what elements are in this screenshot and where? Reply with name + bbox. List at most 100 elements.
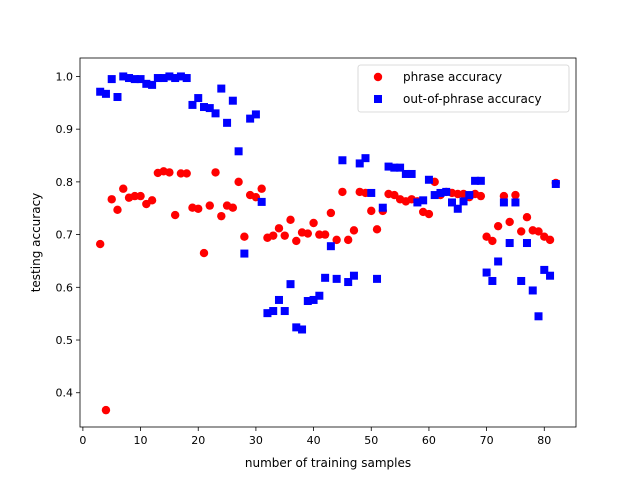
square-point [280, 307, 289, 316]
y-tick-label: 1.0 [56, 70, 74, 83]
x-tick-label: 60 [422, 434, 436, 447]
circle-point [182, 169, 191, 178]
square-point [321, 273, 330, 282]
y-tick-label: 0.4 [56, 387, 74, 400]
circle-point [234, 177, 243, 187]
data-marks [95, 72, 561, 415]
square-point [153, 74, 162, 83]
circle-point [505, 217, 514, 227]
square-point [436, 188, 445, 197]
square-point [349, 271, 358, 280]
square-point [494, 257, 503, 266]
x-tick-label: 10 [134, 434, 148, 447]
square-point [176, 72, 185, 81]
square-point [384, 162, 393, 171]
y-tick-label: 0.9 [56, 123, 74, 136]
square-point [223, 118, 232, 127]
square-point [101, 89, 110, 98]
circle-point [211, 168, 220, 177]
circle-point [488, 236, 497, 246]
circle-point [119, 184, 128, 193]
square-point [488, 276, 497, 285]
square-point [130, 75, 139, 84]
plot-area-frame [79, 57, 577, 428]
square-point [378, 203, 387, 212]
square-point [205, 104, 214, 113]
square-point [528, 286, 537, 295]
circle-point [453, 189, 462, 199]
circle-point [194, 204, 203, 213]
circle-point [95, 239, 105, 249]
square-point [396, 163, 405, 172]
square-point [159, 74, 168, 83]
square-point [142, 79, 151, 88]
square-point [119, 72, 128, 81]
circle-point [517, 227, 526, 236]
square-point [292, 323, 301, 332]
square-point [274, 295, 283, 304]
circle-point [101, 405, 111, 415]
square-point [228, 96, 237, 105]
square-point [367, 188, 376, 197]
square-point [482, 268, 491, 277]
x-tick-label: 70 [480, 434, 494, 447]
axis-ticks: 0 10 20 30 40 50 60 70 80 0.4 0.5 0.6 0.7 0.8 0.9 1.0 [56, 70, 552, 447]
circle-point [338, 187, 347, 197]
square-point [263, 309, 272, 318]
circle-point [499, 191, 509, 201]
square-point [517, 276, 526, 285]
circle-point [176, 169, 186, 178]
square-point [171, 74, 180, 83]
circle-point [476, 191, 486, 201]
y-tick-label: 0.8 [56, 176, 74, 189]
circle-point [482, 232, 491, 241]
square-point [338, 156, 347, 165]
legend-marker [374, 95, 382, 103]
circle-point [315, 230, 324, 239]
square-point [430, 191, 439, 200]
square-point [188, 100, 197, 109]
circle-point [424, 209, 434, 219]
y-axis-label: testing accuracy [29, 193, 43, 293]
square-point [419, 196, 428, 205]
square-point [200, 103, 208, 112]
circle-point [493, 221, 503, 231]
square-point [407, 169, 416, 178]
circle-point [309, 218, 318, 228]
circle-point [274, 224, 284, 233]
square-point [522, 239, 531, 248]
square-point [424, 175, 433, 184]
square-point [373, 274, 382, 283]
x-tick-label: 80 [537, 434, 551, 447]
circle-point [303, 229, 313, 238]
square-point [269, 307, 278, 316]
square-point [182, 74, 191, 83]
x-tick-label: 20 [191, 434, 205, 447]
square-point [476, 176, 485, 185]
square-point [540, 265, 549, 274]
legend-box [357, 64, 570, 113]
square-point [471, 176, 480, 185]
series-out-of-phrase [96, 72, 560, 334]
circle-point [343, 235, 353, 245]
circle-point [349, 226, 359, 235]
legend-label: phrase accuracy [403, 70, 502, 84]
circle-point [511, 190, 520, 200]
square-point [326, 242, 335, 251]
square-point [442, 187, 451, 196]
square-point [298, 325, 307, 334]
y-tick-label: 0.7 [56, 229, 74, 242]
circle-point [217, 211, 226, 221]
circle-point [113, 205, 122, 215]
square-point [309, 295, 318, 304]
square-point [234, 147, 243, 156]
circle-point [534, 227, 543, 236]
circle-point [280, 231, 289, 240]
square-point [286, 280, 295, 289]
circle-point [257, 184, 266, 193]
circle-point [286, 215, 295, 225]
square-point [511, 198, 520, 207]
circle-point [170, 210, 180, 220]
circle-point [522, 212, 532, 222]
